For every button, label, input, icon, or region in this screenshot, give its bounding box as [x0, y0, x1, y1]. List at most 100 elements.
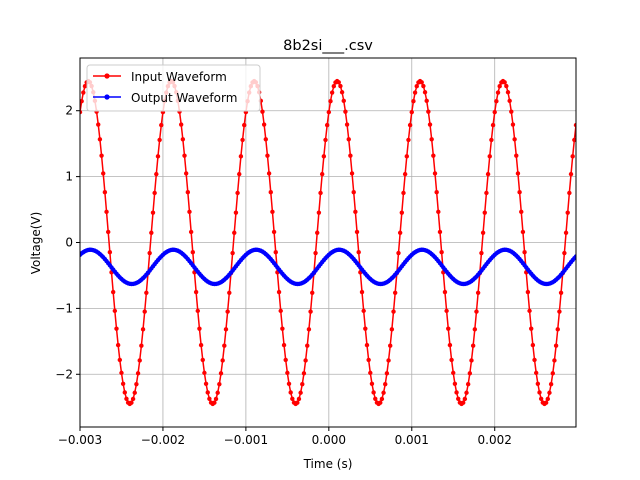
data-point-input — [454, 390, 459, 395]
data-point-input — [412, 90, 418, 95]
data-point-input — [101, 171, 106, 176]
chart-title: 8b2si___.csv — [283, 38, 373, 54]
x-axis-label: Time (s) — [303, 457, 353, 471]
data-point-input — [120, 381, 126, 386]
data-point-input — [207, 396, 212, 401]
data-point-input — [96, 122, 101, 127]
data-point-input — [517, 190, 522, 195]
data-point-input — [122, 390, 127, 395]
data-point-input — [487, 154, 492, 159]
x-tick-label: 0.000 — [312, 433, 346, 447]
data-point-input — [271, 229, 277, 235]
data-point-input — [427, 122, 433, 127]
data-point-input — [378, 400, 383, 405]
data-point-input — [102, 190, 108, 195]
data-point-input — [462, 396, 468, 402]
data-point-input — [451, 370, 456, 376]
data-point-input — [485, 171, 491, 177]
data-point-input — [331, 84, 337, 89]
data-point-input — [386, 358, 391, 363]
data-point-input — [280, 326, 285, 331]
data-point-input — [288, 390, 293, 395]
data-point-input — [510, 122, 516, 127]
data-point-input — [349, 171, 355, 176]
data-point-input — [553, 343, 559, 348]
data-point-input — [402, 171, 408, 177]
data-point-input — [437, 229, 443, 235]
data-point-input — [310, 290, 315, 295]
data-point-input — [373, 396, 378, 401]
data-point-input — [502, 80, 507, 85]
data-point-input — [562, 250, 567, 256]
x-axis: −0.003 −0.002 −0.001 0.000 0.001 0.002 — [58, 427, 512, 447]
data-point-input — [545, 396, 550, 402]
data-point-input — [82, 84, 88, 89]
data-point-input — [515, 171, 521, 176]
data-point-input — [407, 122, 413, 128]
data-point-input — [266, 171, 272, 176]
data-point-input — [301, 371, 307, 376]
data-point-input — [188, 229, 194, 235]
data-point-input — [348, 153, 353, 158]
data-point-input — [512, 137, 517, 142]
data-point-input — [324, 122, 330, 128]
data-point-input — [461, 400, 466, 405]
data-point-input — [396, 250, 401, 256]
y-tick-label: 1 — [65, 170, 73, 184]
data-point-input — [480, 230, 486, 235]
data-point-input — [323, 137, 328, 143]
data-point-input — [364, 342, 370, 348]
data-point-input — [399, 210, 405, 215]
data-point-input — [203, 381, 209, 386]
data-point-input — [124, 396, 129, 401]
data-point-input — [353, 209, 358, 215]
data-point-input — [182, 153, 187, 158]
data-point-input — [187, 209, 192, 215]
data-point-input — [276, 289, 282, 295]
data-point-input — [381, 390, 386, 395]
data-point-input — [263, 137, 268, 142]
data-point-input — [366, 357, 371, 363]
data-point-input — [81, 90, 86, 95]
data-point-input — [555, 327, 560, 332]
data-point-input — [230, 250, 235, 256]
y-tick-label: 0 — [65, 236, 73, 250]
x-tick-label: 0.002 — [478, 433, 512, 447]
data-point-input — [550, 371, 555, 376]
y-axis: −2 −1 0 1 2 — [55, 104, 80, 381]
data-point-input — [117, 357, 123, 363]
data-point-input — [446, 326, 451, 331]
data-point-input — [154, 171, 159, 177]
data-point-input — [139, 343, 144, 348]
data-point-input — [180, 137, 186, 142]
data-point-input — [532, 357, 537, 363]
data-point-input — [112, 308, 118, 314]
data-point-input — [152, 190, 157, 196]
data-point-input — [227, 290, 232, 295]
data-point-input — [492, 109, 497, 115]
data-point-input — [444, 308, 449, 314]
data-point-input — [260, 109, 265, 114]
data-point-input — [519, 209, 524, 215]
data-point-input — [185, 190, 191, 195]
data-point-input — [107, 250, 113, 255]
data-point-input — [529, 326, 534, 331]
data-point-input — [140, 327, 146, 332]
data-point-input — [497, 84, 502, 89]
data-point-input — [567, 190, 572, 196]
legend-label-output: Output Waveform — [131, 91, 237, 105]
data-point-input — [479, 250, 484, 256]
data-point-input — [452, 381, 458, 386]
data-point-input — [135, 371, 141, 376]
data-point-input — [344, 122, 350, 127]
data-point-input — [565, 210, 570, 215]
data-point-input — [295, 400, 300, 405]
x-tick-label: −0.001 — [224, 433, 268, 447]
data-point-input — [316, 210, 322, 215]
data-point-input — [147, 250, 152, 256]
data-point-input — [368, 370, 373, 376]
data-point-input — [429, 137, 434, 142]
data-point-input — [371, 390, 376, 395]
data-point-input — [178, 122, 184, 127]
data-point-input — [421, 83, 426, 89]
